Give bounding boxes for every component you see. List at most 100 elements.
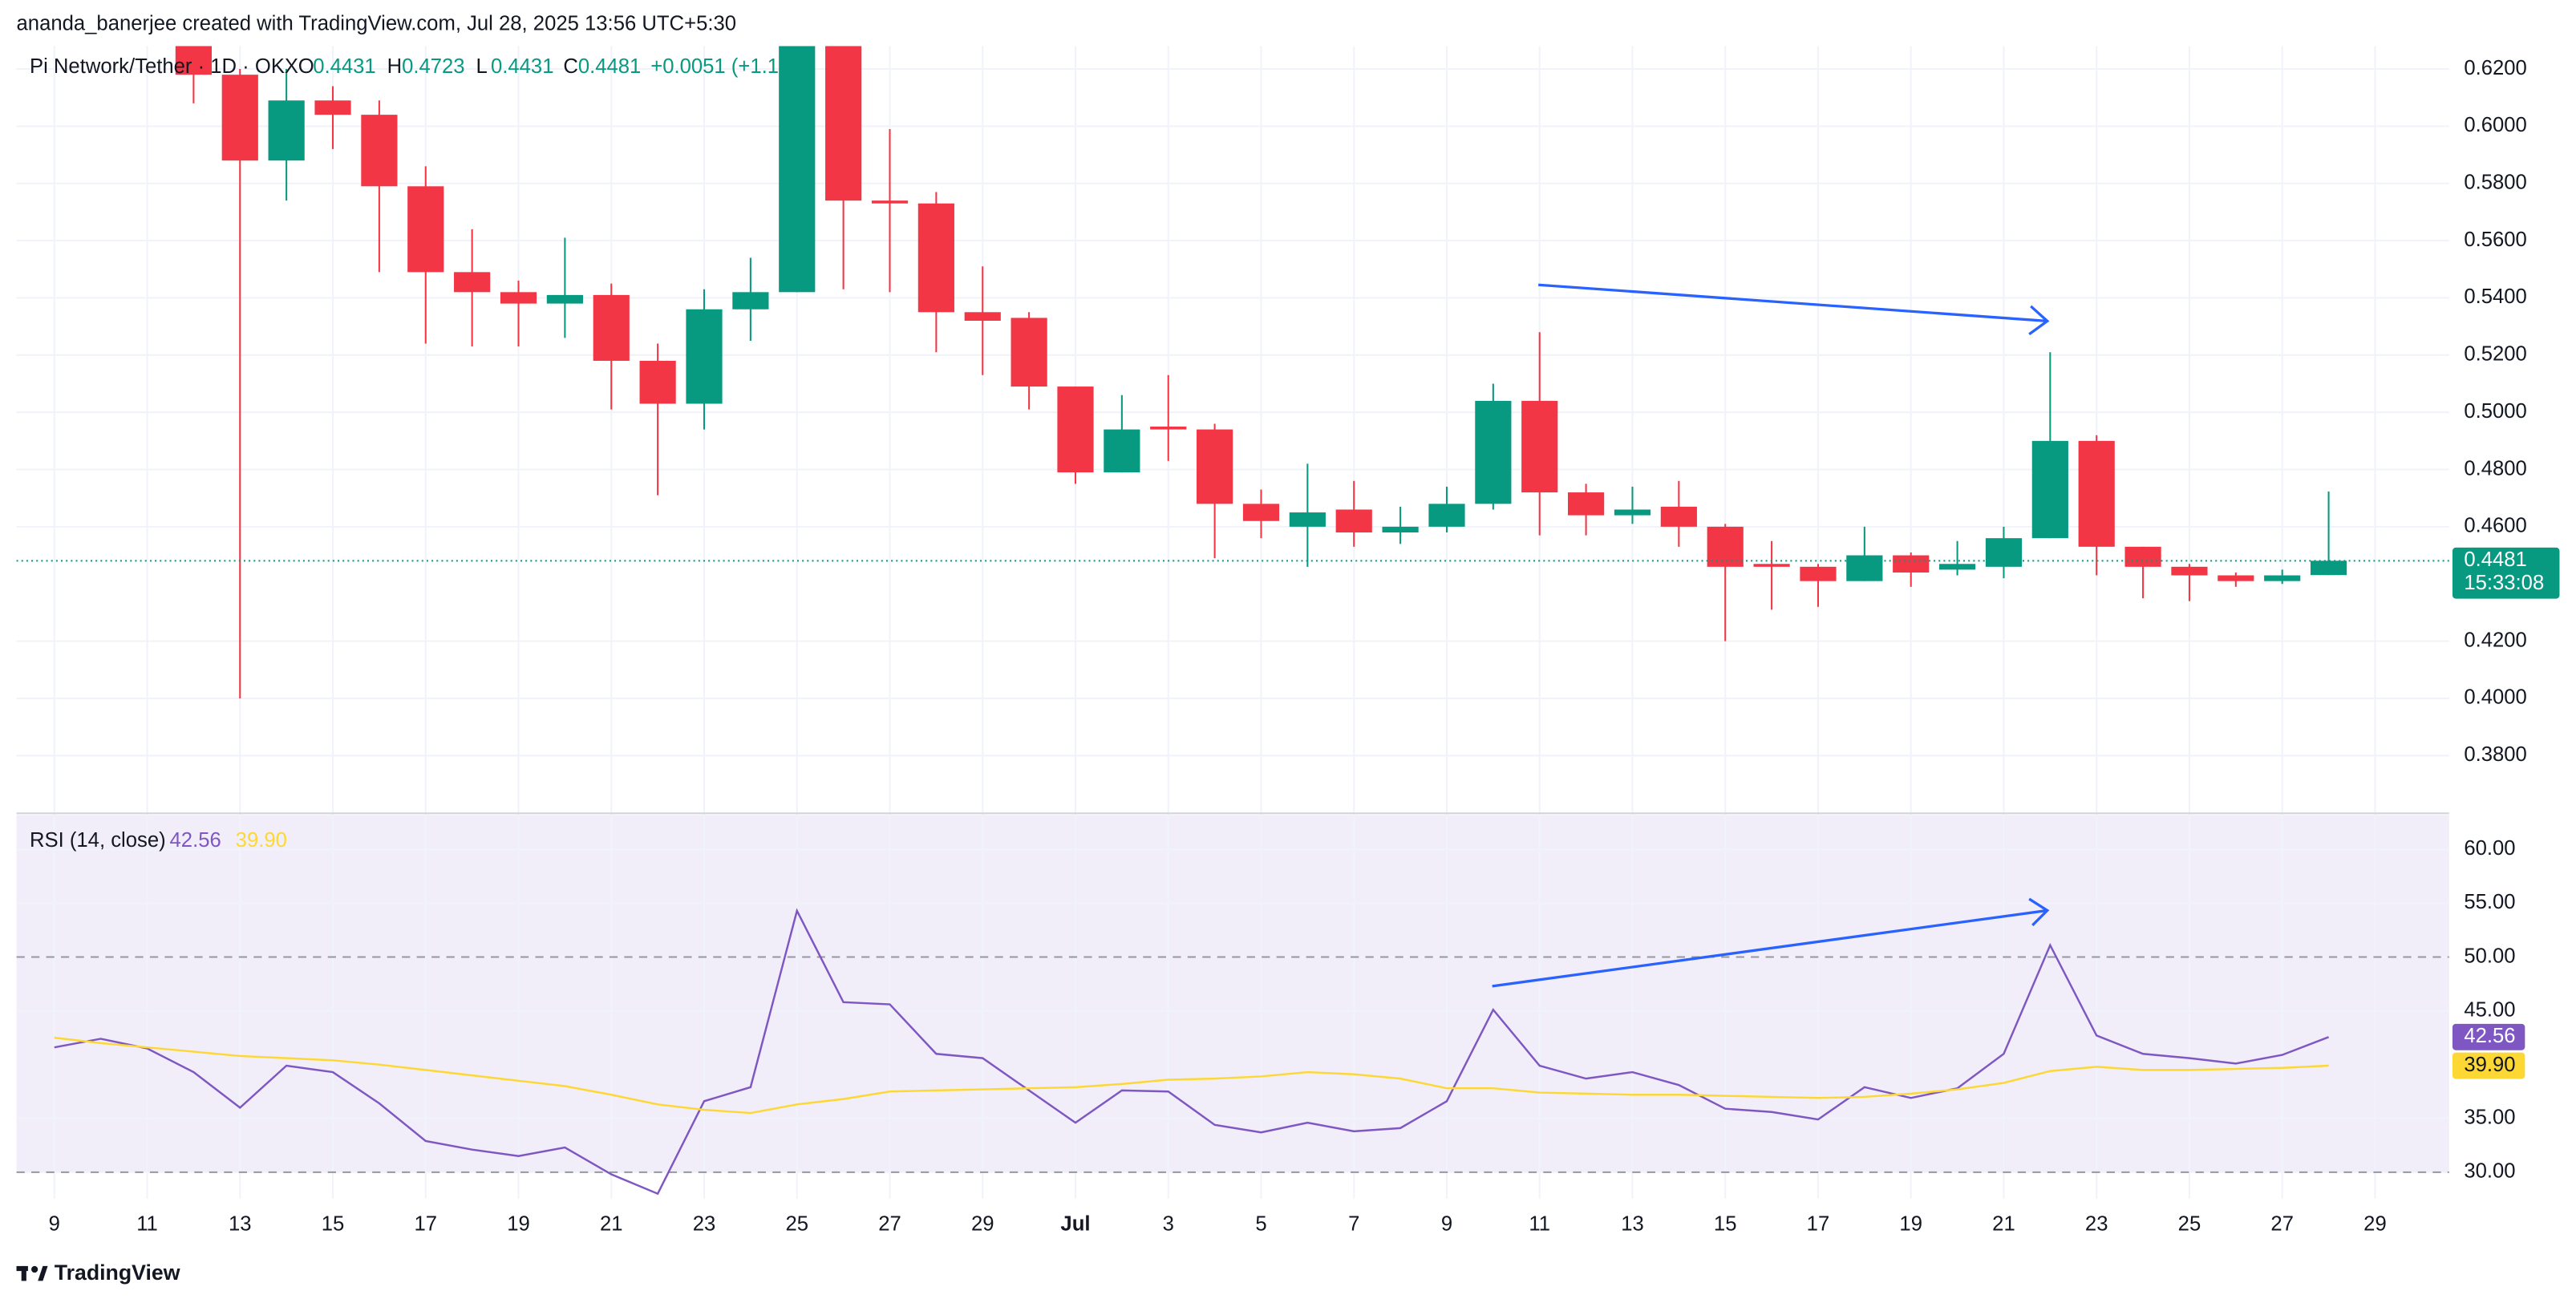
y-tick-label: 0.5800 [2464,172,2526,194]
x-tick-label: 9 [1441,1212,1452,1235]
legend-change: +0.0051 (+1.15 [650,55,790,78]
y-tick-label: 60.00 [2464,837,2515,860]
candle-body [175,46,212,75]
legend-title: Pi Network/Tether · 1D · OKX [30,55,298,78]
y-tick-label: 0.3800 [2464,743,2526,766]
x-tick-label: 7 [1348,1212,1359,1235]
candle-body [1150,427,1187,430]
x-tick-label: 29 [2363,1212,2387,1235]
candle-body [2124,546,2161,567]
x-tick-label: 27 [878,1212,901,1235]
y-tick-label: 45.00 [2464,998,2515,1021]
x-tick-label: 17 [414,1212,437,1235]
candle-body [1800,566,1837,581]
background [16,815,2449,1172]
candle-body [871,200,909,204]
candle-body [1475,400,1512,504]
indicator-title: RSI (14, close) [30,829,166,852]
candle-body [1614,509,1651,516]
legend-letter: H [387,55,403,78]
candle-body [639,360,676,404]
value-tag [2452,1052,2525,1079]
rsi-pane [16,908,2449,1196]
candle-body [407,186,444,273]
x-tick-label: 15 [322,1212,345,1235]
value-tag [2452,1023,2525,1050]
candle-body [964,312,1001,322]
logo [16,1265,48,1281]
price-pane [16,46,2449,698]
candle-body [917,203,954,313]
x-tick-label: 11 [136,1212,158,1235]
candle-body [1057,386,1094,473]
candle-body [1753,564,1790,567]
legend-letter: C [563,55,578,78]
candle-body [500,292,537,304]
candle-body [1242,504,1280,521]
arrowhead [2028,305,2050,336]
candle-body [2078,440,2115,547]
candle-body [1938,564,1976,570]
candle-body [546,294,583,304]
candle-body [686,309,723,404]
arrowhead [2028,897,2050,927]
y-tick-label: 30.00 [2464,1160,2515,1183]
x-tick-label: 25 [785,1212,808,1235]
value-tag-label: 39.90 [2464,1054,2515,1076]
last-price-value: 0.4481 [2464,548,2526,571]
candle-body [732,292,769,310]
candle-body [1104,429,1140,473]
candle-body [1011,318,1047,387]
y-tick-label: 0.4000 [2464,686,2526,709]
legend-letter: L [476,55,488,78]
credit: ananda_banerjee created with TradingView… [17,13,736,35]
candle-body [825,46,862,201]
countdown: 15:33:08 [2464,572,2544,594]
candle-body [268,100,305,161]
x-tick-label: 21 [1992,1212,2015,1235]
y-tick-label: 0.6000 [2464,114,2526,136]
legend-letter: O [298,55,314,78]
candle-body [1428,504,1465,527]
rsi-band [16,815,2449,1172]
y-tick-label: 0.4600 [2464,515,2526,537]
candle-body [2031,440,2068,539]
x-tick-label: 13 [229,1212,252,1235]
legend-value: 0.4431 [491,55,553,78]
x-tick-label: Jul [1060,1212,1090,1235]
y-tick-label: 0.5400 [2464,285,2526,308]
legend-value: 0.4723 [402,55,464,78]
y-tick-label: 0.4200 [2464,629,2526,651]
x-tick-label: 21 [600,1212,623,1235]
candle-body [2171,566,2208,576]
candle-body [1660,506,1697,527]
legend-value: 0.4431 [313,55,375,78]
x-tick-label: 9 [49,1212,60,1235]
candle-body [2218,575,2254,581]
x-tick-label: 19 [1899,1212,1922,1235]
y-tick-label: 0.5000 [2464,400,2526,423]
x-tick-label: 25 [2178,1212,2201,1235]
value-tag-label: 42.56 [2464,1025,2515,1047]
candle-body [1335,509,1372,533]
x-tick-label: 11 [1529,1212,1550,1235]
x-tick-label: 15 [1714,1212,1737,1235]
y-tick-label: 0.6200 [2464,57,2526,79]
last-price-tag [2452,547,2560,599]
y-tick-label: 55.00 [2464,891,2515,913]
arrow [1492,908,2047,988]
rsi-line [54,1036,2329,1115]
candle-body [1568,492,1605,516]
x-tick-label: 5 [1255,1212,1266,1235]
brand: TradingView [55,1261,180,1285]
x-tick-label: 23 [693,1212,716,1235]
candle-body [1197,429,1233,504]
candle-body [1893,555,1930,573]
legend-value: 39.90 [236,829,287,852]
candle-body [1521,400,1558,493]
arrow [1538,283,2047,323]
candle-body [593,294,630,361]
candle-body [2264,575,2301,581]
